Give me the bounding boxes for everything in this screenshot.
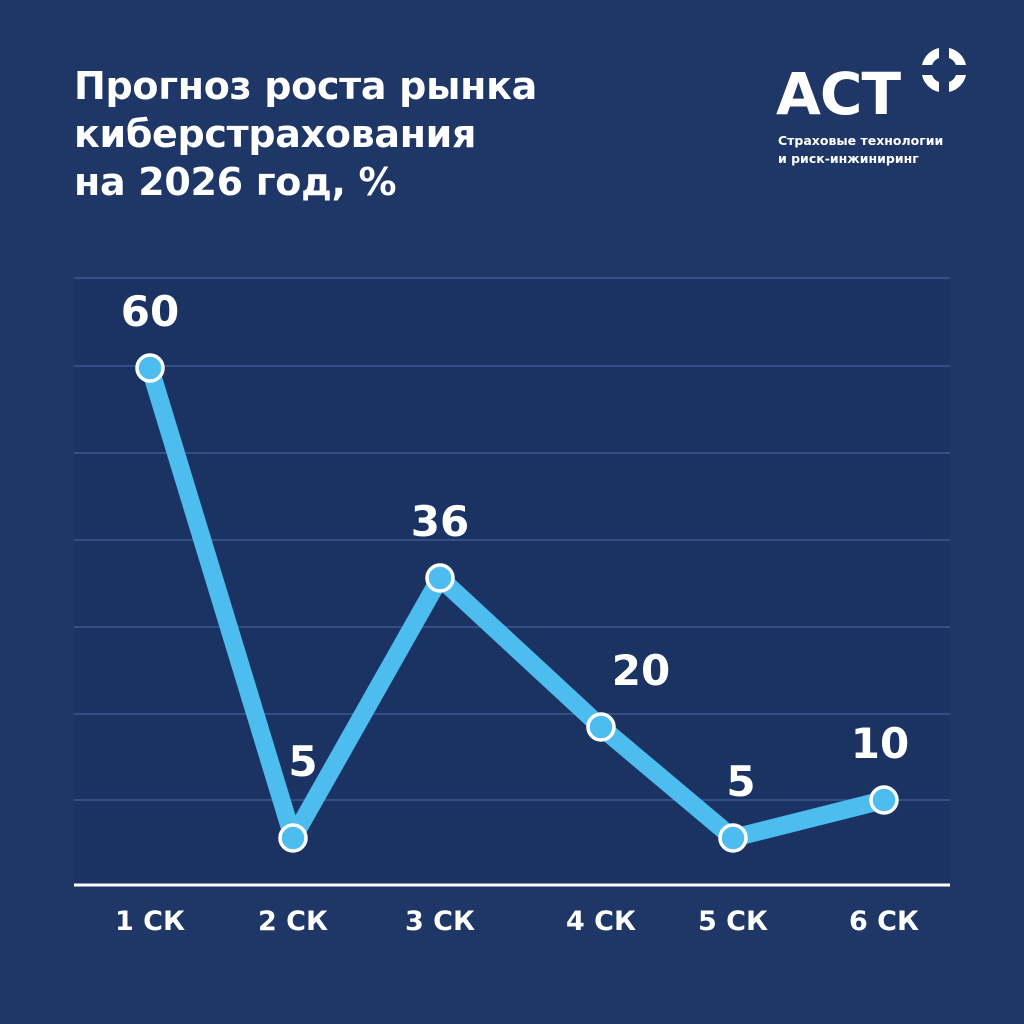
logo-tagline-line-2: и риск-инжиниринг — [778, 151, 919, 166]
logo-wordmark: АСТ — [776, 60, 901, 128]
plot-area — [74, 278, 950, 885]
title-line-2: киберстрахования — [74, 112, 477, 156]
title-line-3: на 2026 год, % — [74, 160, 397, 204]
logo-target-icon — [922, 48, 966, 92]
data-label-3: 36 — [411, 497, 469, 546]
brand-logo: АСТ Страховые технологии и риск-инжинири… — [776, 44, 1006, 174]
x-tick-label-2: 2 СК — [258, 906, 328, 937]
data-point-2 — [278, 823, 308, 853]
data-point-3 — [425, 563, 455, 593]
data-label-6: 10 — [851, 719, 909, 768]
chart-title: Прогноз роста рынка киберстрахования на … — [74, 62, 694, 206]
data-label-4: 20 — [612, 646, 670, 695]
data-point-4 — [586, 712, 616, 742]
data-label-2: 5 — [288, 737, 317, 786]
series-line — [141, 359, 893, 847]
data-point-1 — [135, 353, 165, 383]
x-tick-label-6: 6 СК — [849, 906, 919, 937]
data-point-5 — [718, 823, 748, 853]
x-tick-label-4: 4 СК — [566, 906, 636, 937]
data-label-1: 60 — [121, 287, 179, 336]
logo-tagline: Страховые технологии и риск-инжиниринг — [778, 132, 943, 168]
logo-tagline-line-1: Страховые технологии — [778, 133, 944, 148]
data-label-5: 5 — [726, 757, 755, 806]
title-line-1: Прогноз роста рынка — [74, 64, 537, 108]
x-tick-label-5: 5 СК — [698, 906, 768, 937]
data-point-6 — [869, 785, 899, 815]
x-tick-label-3: 3 СК — [405, 906, 475, 937]
x-tick-label-1: 1 СК — [115, 906, 185, 937]
